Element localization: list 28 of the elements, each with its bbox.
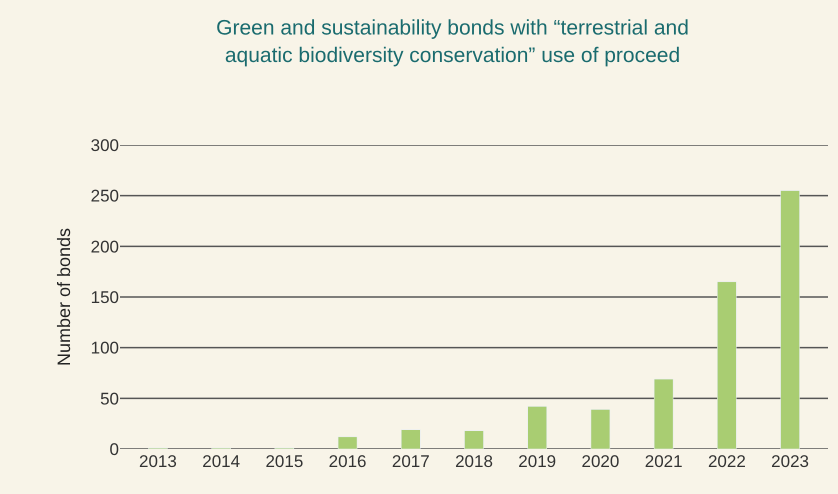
x-tick-label: 2022 — [708, 452, 746, 471]
y-tick-label: 250 — [90, 186, 119, 206]
y-tick-label: 200 — [90, 237, 119, 256]
bar — [780, 190, 800, 449]
y-axis-title: Number of bonds — [54, 228, 74, 366]
bar — [401, 430, 421, 449]
y-tick-label: 300 — [90, 136, 119, 155]
bar — [590, 409, 610, 449]
x-tick-label: 2014 — [202, 452, 240, 471]
bar — [464, 430, 484, 449]
x-tick-label: 2013 — [139, 452, 177, 471]
x-tick-label: 2021 — [644, 452, 683, 471]
x-tick-label: 2015 — [265, 452, 304, 471]
y-tick-label: 50 — [100, 389, 119, 408]
y-tick-label: 150 — [90, 288, 119, 307]
x-tick-label: 2016 — [328, 452, 366, 471]
chart-title: Green and sustainability bonds with “terrestrial and aquatic biodiversity conservation” use of proceed — [216, 16, 689, 67]
x-tick-label: 2023 — [771, 452, 809, 471]
x-tick-label: 2020 — [582, 452, 620, 471]
bar — [338, 436, 358, 449]
bar — [527, 406, 547, 449]
y-tick-label: 0 — [110, 440, 119, 459]
x-tick-label: 2018 — [455, 452, 493, 471]
bar — [654, 378, 674, 449]
x-tick-label: 2017 — [392, 452, 430, 471]
bar — [717, 282, 737, 449]
y-tick-label: 100 — [90, 338, 119, 358]
x-tick-label: 2019 — [518, 452, 556, 471]
